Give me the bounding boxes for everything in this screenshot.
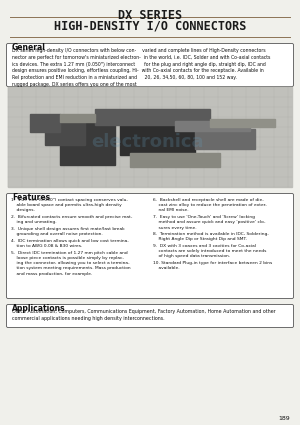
Text: 7.  Easy to use 'One-Touch' and 'Screw' locking
    method and assure quick and : 7. Easy to use 'One-Touch' and 'Screw' l… [153, 215, 266, 230]
Text: DX SERIES: DX SERIES [118, 9, 182, 22]
Bar [60, 114, 95, 122]
Text: 189: 189 [278, 416, 290, 421]
Text: 1.  1.27 mm (0.050") contact spacing conserves valu-
    able board space and pe: 1. 1.27 mm (0.050") contact spacing cons… [11, 198, 128, 212]
FancyBboxPatch shape [7, 193, 293, 298]
Text: HIGH-DENSITY I/O CONNECTORS: HIGH-DENSITY I/O CONNECTORS [54, 19, 246, 32]
FancyBboxPatch shape [7, 304, 293, 328]
Bar [8, 87, 292, 187]
Bar [175, 121, 250, 131]
Text: 3.  Unique shell design assures first mate/last break
    grounding and overall : 3. Unique shell design assures first mat… [11, 227, 124, 236]
Text: 10. Standard Plug-in type for interface between 2 bins
    available.: 10. Standard Plug-in type for interface … [153, 261, 272, 270]
Bar [60, 123, 115, 165]
Text: Features: Features [12, 193, 50, 202]
Bar [95, 109, 210, 125]
Text: 6.  Backshell and receptacle shell are made of die-
    cast zinc alloy to reduc: 6. Backshell and receptacle shell are ma… [153, 198, 267, 212]
Bar [45, 119, 85, 145]
Bar [210, 119, 275, 127]
Text: DX series high-density I/O connectors with below con-    varied and complete lin: DX series high-density I/O connectors wi… [12, 48, 270, 87]
Text: Applications: Applications [12, 304, 66, 313]
FancyBboxPatch shape [7, 43, 293, 87]
Bar [30, 114, 60, 132]
Text: General: General [12, 43, 46, 52]
Bar [130, 153, 220, 167]
Text: 5.  Direct IDC termination of 1.27 mm pitch cable and
    loose piece contacts i: 5. Direct IDC termination of 1.27 mm pit… [11, 251, 130, 275]
Text: 4.  IDC termination allows quick and low cost termina-
    tion to AWG 0.08 & B3: 4. IDC termination allows quick and low … [11, 239, 129, 248]
Text: 8.  Termination method is available in IDC, Soldering,
    Right Angle Dip or St: 8. Termination method is available in ID… [153, 232, 269, 241]
Text: Office Automation, Computers, Communications Equipment, Factory Automation, Home: Office Automation, Computers, Communicat… [12, 309, 276, 320]
Text: electronica: electronica [92, 133, 204, 151]
Bar [195, 129, 255, 149]
Text: 9.  DX with 3 coaxes and 3 cavities for Co-axial
    contacts are solely introdu: 9. DX with 3 coaxes and 3 cavities for C… [153, 244, 266, 258]
Bar [120, 123, 195, 155]
Text: 2.  Bifurcated contacts ensure smooth and precise mat-
    ing and unmating.: 2. Bifurcated contacts ensure smooth and… [11, 215, 132, 224]
